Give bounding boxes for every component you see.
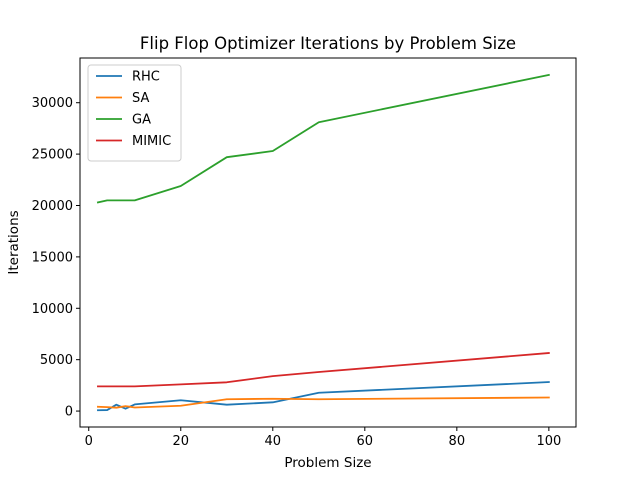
legend-label-sa: SA <box>132 91 149 106</box>
chart-title: Flip Flop Optimizer Iterations by Proble… <box>140 34 516 53</box>
y-tick-label: 15000 <box>32 250 73 265</box>
plot-frame <box>79 57 577 428</box>
x-tick-label: 80 <box>449 434 466 449</box>
x-tick-label: 60 <box>357 434 374 449</box>
legend-box <box>87 64 182 162</box>
y-tick-label: 5000 <box>40 353 73 368</box>
y-axis-label: Iterations <box>6 210 22 274</box>
series-line-sa <box>97 396 550 409</box>
legend-label-mimic: MIMIC <box>132 134 171 149</box>
series-lines <box>96 73 550 412</box>
legend-label-ga: GA <box>132 113 151 128</box>
y-tick-label: 30000 <box>32 96 73 111</box>
y-tick-label: 20000 <box>32 199 73 214</box>
y-tick-label: 25000 <box>32 148 73 163</box>
x-tick-label: 20 <box>172 434 189 449</box>
x-tick-label: 40 <box>265 434 282 449</box>
y-axis-ticks: 0 5000 10000 15000 20000 25000 30000 <box>32 96 80 420</box>
y-tick-label: 10000 <box>32 302 73 317</box>
x-tick-label: 100 <box>536 434 561 449</box>
y-tick-label: 0 <box>65 405 73 420</box>
x-axis-label: Problem Size <box>284 455 371 471</box>
legend: RHC SA GA MIMIC <box>87 64 182 162</box>
series-line-ga <box>96 73 550 204</box>
x-axis-ticks: 0 20 40 60 80 100 <box>85 427 561 449</box>
legend-label-rhc: RHC <box>132 70 160 85</box>
series-line-mimic <box>97 352 550 388</box>
x-tick-label: 0 <box>85 434 93 449</box>
